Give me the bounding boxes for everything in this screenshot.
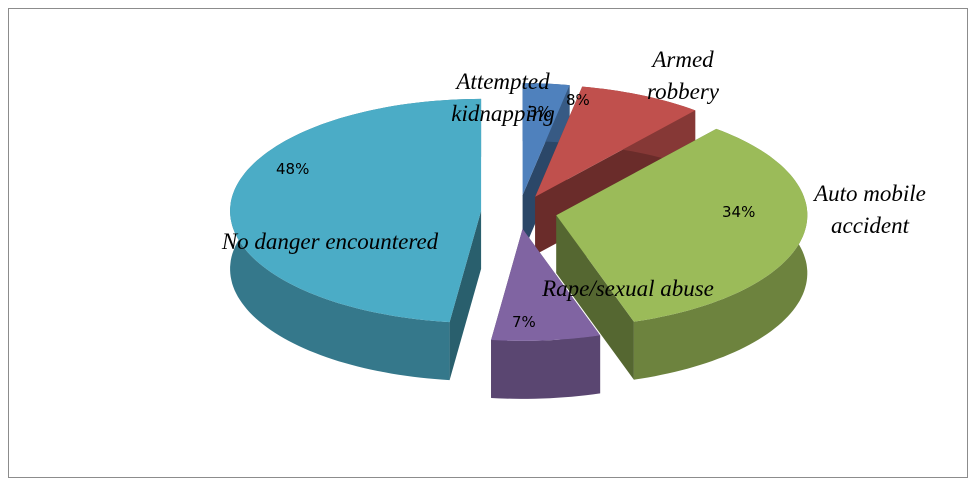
page: 3% Attempted kidnapping 8% Armed robbery 34%… bbox=[8, 8, 968, 478]
category-label: Attempted kidnapping bbox=[451, 69, 555, 126]
category-label: Armed robbery bbox=[647, 47, 719, 104]
slice-wall bbox=[491, 335, 601, 399]
data-label: 8% bbox=[566, 91, 590, 109]
slice-side bbox=[556, 215, 634, 380]
pie-sides bbox=[230, 83, 808, 399]
slice bbox=[230, 98, 482, 323]
data-label: 7% bbox=[512, 313, 536, 331]
category-label: No danger encountered bbox=[221, 229, 439, 254]
data-label: 48% bbox=[276, 160, 310, 178]
slice-side bbox=[449, 210, 482, 381]
slice bbox=[491, 228, 601, 341]
slice bbox=[556, 128, 808, 322]
category-label: Rape/sexual abuse bbox=[542, 276, 714, 301]
data-label: 34% bbox=[722, 203, 756, 221]
slice bbox=[522, 83, 570, 196]
chart bbox=[230, 83, 808, 399]
pie-tops bbox=[230, 83, 808, 341]
category-label: Auto mobile accident bbox=[814, 181, 926, 238]
slice bbox=[535, 86, 696, 197]
data-label: 3% bbox=[528, 103, 552, 121]
